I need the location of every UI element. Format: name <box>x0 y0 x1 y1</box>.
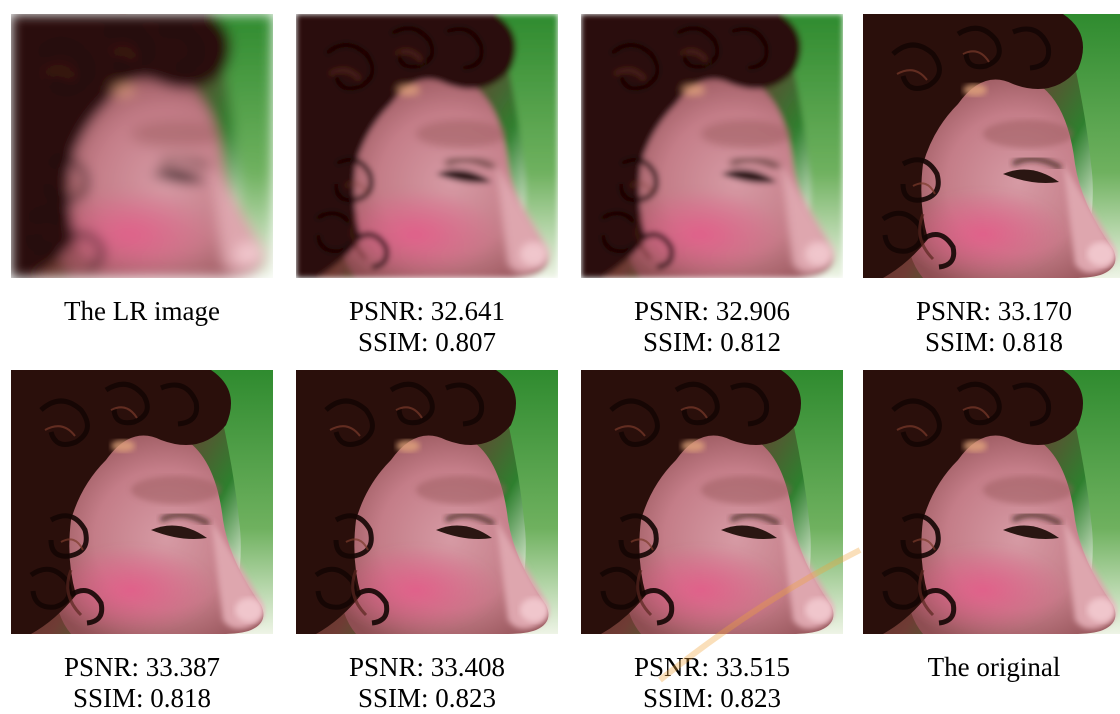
caption: PSNR: 32.906 SSIM: 0.812 <box>561 296 863 358</box>
caption: PSNR: 33.515 SSIM: 0.823 <box>561 652 863 714</box>
ssim-value: SSIM: 0.812 <box>642 327 782 357</box>
caption: PSNR: 33.387 SSIM: 0.818 <box>0 652 293 714</box>
psnr-value: PSNR: 32.641 <box>348 296 506 326</box>
psnr-value: PSNR: 33.408 <box>348 652 506 682</box>
face-photo-method-6 <box>581 370 843 634</box>
psnr-value: PSNR: 33.387 <box>63 652 221 682</box>
caption-label: The LR image <box>64 296 220 326</box>
face-photo-original <box>863 370 1120 634</box>
face-photo-lr <box>11 14 273 278</box>
caption-label: The original <box>927 652 1061 682</box>
panel-method-5: PSNR: 33.408 SSIM: 0.823 <box>296 370 558 713</box>
face-photo-method-4 <box>11 370 273 634</box>
caption: The original <box>843 652 1120 683</box>
caption: PSNR: 33.170 SSIM: 0.818 <box>843 296 1120 358</box>
panel-method-4: PSNR: 33.387 SSIM: 0.818 <box>11 370 273 713</box>
caption: The LR image <box>0 296 293 327</box>
panel-method-6: PSNR: 33.515 SSIM: 0.823 <box>581 370 843 713</box>
panel-original: The original <box>863 370 1120 682</box>
panel-method-1: PSNR: 32.641 SSIM: 0.807 <box>296 14 558 357</box>
panel-method-2: PSNR: 32.906 SSIM: 0.812 <box>581 14 843 357</box>
psnr-value: PSNR: 33.170 <box>915 296 1073 326</box>
ssim-value: SSIM: 0.823 <box>642 683 782 713</box>
panel-lr-image: The LR image <box>11 14 273 326</box>
ssim-value: SSIM: 0.807 <box>357 327 497 357</box>
panel-method-3: PSNR: 33.170 SSIM: 0.818 <box>863 14 1120 357</box>
ssim-value: SSIM: 0.818 <box>924 327 1064 357</box>
face-photo-method-2 <box>581 14 843 278</box>
psnr-value: PSNR: 33.515 <box>633 652 791 682</box>
face-photo-method-5 <box>296 370 558 634</box>
face-photo-method-1 <box>296 14 558 278</box>
psnr-value: PSNR: 32.906 <box>633 296 791 326</box>
caption: PSNR: 33.408 SSIM: 0.823 <box>276 652 578 714</box>
ssim-value: SSIM: 0.818 <box>72 683 212 713</box>
face-photo-method-3 <box>863 14 1120 278</box>
ssim-value: SSIM: 0.823 <box>357 683 497 713</box>
caption: PSNR: 32.641 SSIM: 0.807 <box>276 296 578 358</box>
